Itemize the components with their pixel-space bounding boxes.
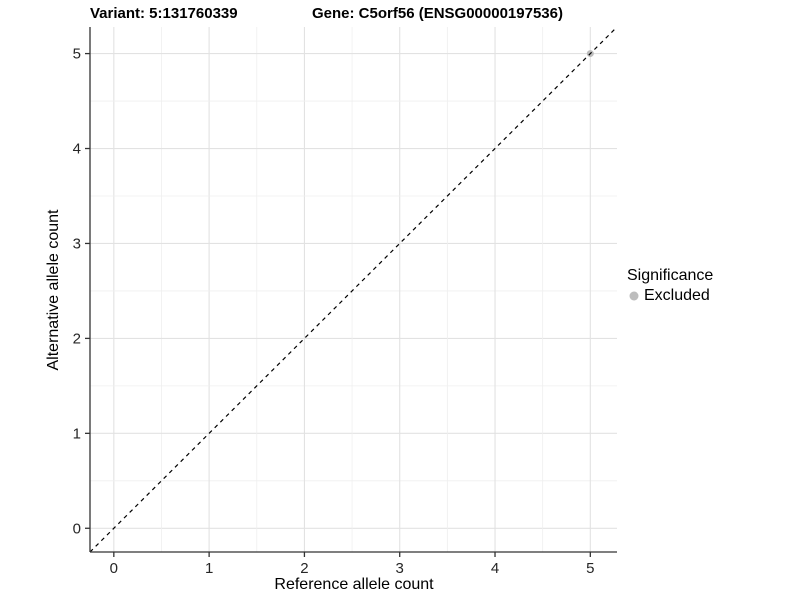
y-tick-label: 4 — [73, 141, 81, 158]
y-tick-label: 0 — [73, 520, 81, 537]
legend: Significance Excluded — [627, 266, 713, 305]
legend-dot — [629, 291, 639, 301]
legend-title: Significance — [627, 267, 714, 284]
x-axis-title: Reference allele count — [274, 576, 434, 593]
x-tick-label: 2 — [300, 560, 308, 577]
x-tick-label: 4 — [491, 560, 499, 577]
plot-title-variant: Variant: 5:131760339 — [90, 5, 238, 22]
legend-item-label: Excluded — [644, 287, 710, 304]
x-tick-label: 5 — [586, 560, 594, 577]
plot-title-gene: Gene: C5orf56 (ENSG00000197536) — [312, 5, 563, 22]
legend-key-dot-icon — [629, 291, 639, 301]
y-tick-label: 3 — [73, 235, 81, 252]
x-tick-label: 0 — [110, 560, 118, 577]
y-axis-title: Alternative allele count — [45, 209, 62, 371]
x-tick-label: 1 — [205, 560, 213, 577]
y-tick-label: 5 — [73, 46, 81, 63]
x-tick-label: 3 — [396, 560, 404, 577]
y-tick-label: 1 — [73, 425, 81, 442]
y-tick-label: 2 — [73, 330, 81, 347]
legend-item-excluded: Excluded — [627, 287, 713, 305]
identity-dashed-line — [89, 26, 618, 553]
